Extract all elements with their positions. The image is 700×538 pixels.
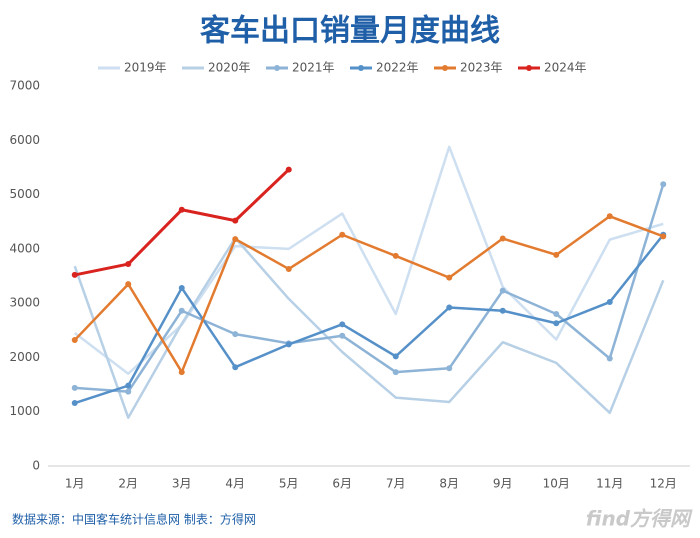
x-tick-label: 10月 bbox=[543, 477, 570, 491]
data-point bbox=[392, 369, 399, 376]
series-line bbox=[73, 236, 665, 419]
data-point bbox=[392, 353, 399, 360]
legend-label: 2019年 bbox=[124, 61, 167, 75]
data-point bbox=[499, 287, 506, 294]
data-point bbox=[606, 213, 613, 220]
data-point bbox=[71, 337, 78, 344]
data-point bbox=[499, 307, 506, 314]
watermark: find方得网 bbox=[586, 507, 693, 531]
legend-marker bbox=[358, 65, 364, 71]
legend-marker bbox=[274, 65, 280, 71]
x-tick-label: 9月 bbox=[493, 477, 513, 491]
x-tick-label: 12月 bbox=[650, 477, 677, 491]
data-point bbox=[339, 231, 346, 238]
y-tick-label: 5000 bbox=[9, 187, 40, 201]
data-point bbox=[446, 365, 453, 372]
data-point bbox=[125, 388, 132, 395]
y-tick-label: 6000 bbox=[9, 133, 40, 147]
data-point bbox=[178, 284, 185, 291]
data-point bbox=[232, 331, 239, 338]
x-tick-label: 6月 bbox=[332, 477, 352, 491]
series-line bbox=[74, 233, 665, 405]
x-tick-label: 7月 bbox=[386, 477, 406, 491]
data-point bbox=[446, 274, 453, 281]
data-point bbox=[285, 166, 292, 173]
data-point bbox=[71, 400, 78, 407]
chart-title: 客车出口销量月度曲线 bbox=[200, 14, 500, 49]
x-tick-label: 4月 bbox=[225, 477, 245, 491]
y-tick-label: 2000 bbox=[9, 350, 40, 364]
x-tick-label: 2月 bbox=[118, 477, 138, 491]
data-point bbox=[339, 321, 346, 328]
data-point bbox=[392, 252, 399, 259]
data-point bbox=[339, 332, 346, 339]
series-line bbox=[74, 183, 665, 393]
data-point bbox=[71, 384, 78, 391]
data-point bbox=[660, 233, 667, 240]
legend-label: 2021年 bbox=[292, 61, 335, 75]
legend-marker bbox=[526, 65, 532, 71]
data-point bbox=[71, 271, 78, 278]
data-point bbox=[499, 235, 506, 242]
data-point bbox=[606, 299, 613, 306]
data-point bbox=[125, 382, 132, 389]
data-point bbox=[125, 261, 132, 268]
x-tick-label: 8月 bbox=[439, 477, 459, 491]
data-point bbox=[125, 281, 132, 288]
x-tick-label: 11月 bbox=[596, 477, 623, 491]
source-note: 数据来源：中国客车统计信息网 制表：方得网 bbox=[12, 512, 256, 527]
data-point bbox=[606, 355, 613, 362]
data-point bbox=[232, 236, 239, 243]
x-tick-label: 5月 bbox=[279, 477, 299, 491]
legend-label: 2022年 bbox=[376, 61, 419, 75]
data-point bbox=[178, 206, 185, 213]
data-point bbox=[285, 341, 292, 348]
data-point bbox=[232, 217, 239, 224]
data-point bbox=[446, 304, 453, 311]
legend-label: 2024年 bbox=[544, 61, 587, 75]
data-point bbox=[285, 265, 292, 272]
data-point bbox=[232, 364, 239, 371]
data-point bbox=[178, 369, 185, 376]
data-point bbox=[553, 320, 560, 327]
x-tick-label: 3月 bbox=[172, 477, 192, 491]
data-point bbox=[660, 181, 667, 188]
y-tick-label: 3000 bbox=[9, 296, 40, 310]
y-tick-label: 0 bbox=[32, 459, 40, 473]
data-point bbox=[553, 311, 560, 317]
y-tick-label: 4000 bbox=[9, 241, 40, 255]
series-line bbox=[73, 215, 664, 374]
x-tick-label: 1月 bbox=[65, 477, 85, 491]
data-point bbox=[553, 251, 560, 258]
data-point bbox=[178, 307, 185, 314]
legend-label: 2023年 bbox=[460, 61, 503, 75]
y-tick-label: 1000 bbox=[9, 404, 40, 418]
y-tick-label: 7000 bbox=[9, 79, 40, 93]
series-line bbox=[74, 168, 290, 277]
legend-marker bbox=[442, 65, 448, 71]
legend-label: 2020年 bbox=[208, 61, 251, 75]
